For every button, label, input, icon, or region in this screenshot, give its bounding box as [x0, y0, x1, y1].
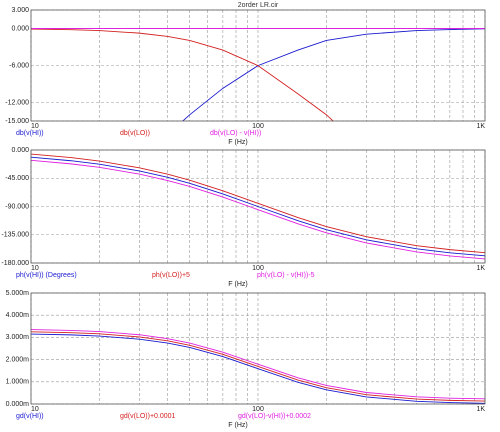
plot-frame	[30, 9, 486, 122]
y-tick-label: 2.000m	[6, 356, 30, 363]
series-line	[31, 331, 485, 402]
x-tick-label: 100	[252, 123, 264, 130]
y-tick-label: 5.000m	[6, 290, 30, 297]
plot-frame	[30, 292, 486, 405]
series-line	[182, 28, 485, 121]
legend-entry: ph(v(LO))+5	[152, 272, 190, 279]
series-line	[31, 329, 485, 400]
y-tick-label: 0.000	[11, 25, 29, 32]
x-tick-label: 1K	[476, 265, 485, 272]
y-tick-label: 1.000m	[6, 379, 30, 386]
series-line	[31, 333, 485, 404]
y-tick-label: -90.000	[5, 203, 29, 210]
series-line	[31, 156, 485, 257]
x-axis-label: F (Hz)	[228, 281, 247, 288]
y-tick-label: -15.000	[5, 118, 29, 125]
y-tick-label: 0.000m	[6, 401, 30, 408]
x-tick-label: 100	[252, 406, 264, 413]
y-tick-label: -12.000	[5, 99, 29, 106]
legend-entry: db(v(LO))	[120, 130, 150, 137]
y-tick-label: -6.000	[9, 62, 29, 69]
x-tick-label: 10	[31, 406, 39, 413]
y-tick-label: -180.000	[1, 260, 29, 267]
series-line	[31, 28, 334, 121]
legend-entry: ph(v(LO) - v(HI))-5	[257, 272, 315, 279]
series-line	[31, 153, 485, 254]
chart-title: 2order LR.cir	[238, 2, 279, 9]
x-axis-label: F (Hz)	[228, 422, 247, 429]
x-tick-label: 10	[31, 265, 39, 272]
x-axis-label: F (Hz)	[228, 139, 247, 146]
x-tick-label: 1K	[476, 406, 485, 413]
y-tick-label: 0.000	[11, 147, 29, 154]
legend-entry: ph(v(HI)) (Degrees)	[16, 272, 77, 279]
series-line	[31, 159, 485, 260]
x-tick-label: 100	[252, 265, 264, 272]
y-tick-label: 3.000	[11, 7, 29, 14]
y-tick-label: -135.000	[1, 232, 29, 239]
legend-entry: gd(v(LO)-v(HI))+0.0002	[238, 413, 311, 420]
plot-frame	[30, 149, 486, 264]
legend-entry: db(v(HI))	[16, 130, 44, 137]
x-tick-label: 1K	[476, 123, 485, 130]
x-tick-label: 10	[31, 123, 39, 130]
y-tick-label: 3.000m	[6, 334, 30, 341]
legend-entry: gd(v(HI))	[16, 413, 44, 420]
legend-entry: db(v(LO) - v(HI))	[210, 130, 261, 137]
y-tick-label: -45.000	[5, 175, 29, 182]
y-tick-label: 4.000m	[6, 312, 30, 319]
legend-entry: gd(v(LO))+0.0001	[120, 413, 176, 420]
